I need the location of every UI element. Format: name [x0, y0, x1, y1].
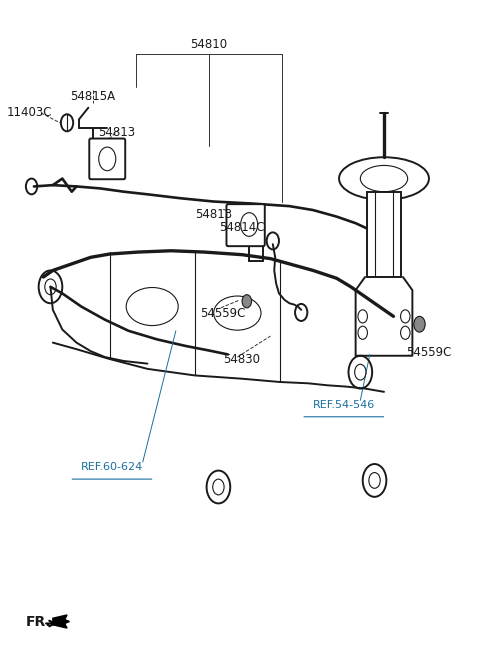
Text: 54814C: 54814C — [219, 221, 265, 235]
FancyBboxPatch shape — [227, 204, 265, 246]
Text: REF.54-546: REF.54-546 — [312, 400, 375, 410]
Text: 54810: 54810 — [191, 38, 228, 51]
Circle shape — [414, 316, 425, 332]
Text: 54813: 54813 — [195, 208, 232, 221]
Text: 54559C: 54559C — [406, 346, 452, 359]
Circle shape — [242, 295, 252, 308]
FancyBboxPatch shape — [367, 192, 400, 277]
Text: 54815A: 54815A — [71, 90, 116, 103]
FancyBboxPatch shape — [89, 138, 125, 179]
Ellipse shape — [214, 296, 261, 330]
Text: 11403C: 11403C — [6, 107, 52, 119]
Text: REF.60-624: REF.60-624 — [81, 463, 143, 473]
Polygon shape — [53, 615, 70, 628]
Ellipse shape — [339, 158, 429, 200]
Ellipse shape — [126, 287, 178, 326]
Text: 54830: 54830 — [224, 353, 261, 366]
Text: FR.: FR. — [26, 615, 51, 629]
Text: 54559C: 54559C — [201, 306, 246, 320]
Text: 54813: 54813 — [98, 126, 135, 139]
Ellipse shape — [360, 165, 408, 192]
